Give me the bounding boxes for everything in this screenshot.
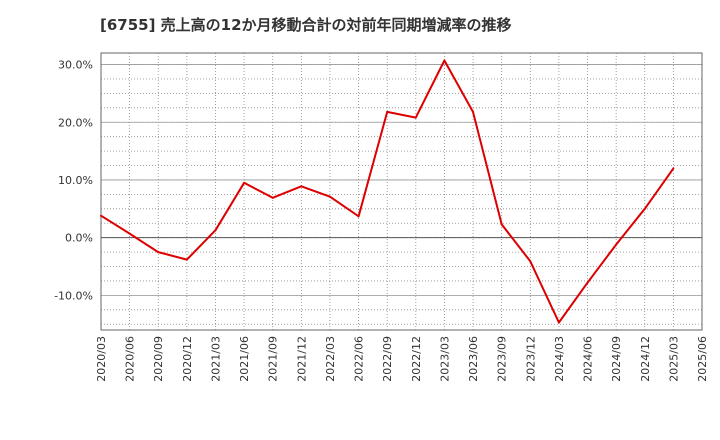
x-tick-label: 2025/06 [696,336,709,382]
data-point [185,258,188,261]
x-tick-label: 2021/03 [209,336,222,382]
y-tick-label: 20.0% [58,116,93,129]
x-tick-label: 2022/09 [381,336,394,382]
data-point [443,59,446,62]
chart-title: [6755] 売上高の12か月移動合計の対前年同期増減率の推移 [100,16,512,34]
data-point [386,110,389,113]
data-point [243,181,246,184]
y-tick-label: 10.0% [58,174,93,187]
x-tick-label: 2022/03 [324,336,337,382]
data-point [586,281,589,284]
grid [100,53,703,330]
x-tick-label: 2022/06 [353,336,366,382]
data-point [557,321,560,324]
y-tick-label: 0.0% [65,232,93,245]
y-tick-label: -10.0% [54,289,93,302]
data-point [157,251,160,254]
data-point [214,229,217,232]
plot-frame [100,52,703,331]
x-tick-label: 2020/06 [124,336,137,382]
data-point [643,207,646,210]
data-point [414,116,417,119]
x-tick-label: 2023/06 [467,336,480,382]
data-point [300,185,303,188]
data-point [357,215,360,218]
data-point [328,195,331,198]
data-point [128,232,131,235]
x-tick-label: 2023/09 [496,336,509,382]
series [100,59,675,324]
x-tick-label: 2025/03 [667,336,680,382]
x-tick-label: 2021/06 [238,336,251,382]
x-tick-label: 2023/03 [438,336,451,382]
y-tick-label: 30.0% [58,59,93,72]
tick-labels: -10.0% 0.0% 10.0% 20.0% 30.0% 2020/03 2020/06 2… [54,59,709,382]
x-tick-label: 2023/12 [524,336,537,382]
data-point [472,110,475,113]
data-point [529,260,532,263]
x-tick-label: 2022/12 [410,336,423,382]
x-tick-label: 2024/09 [610,336,623,382]
x-tick-label: 2024/06 [582,336,595,382]
data-point [615,243,618,246]
x-tick-label: 2024/12 [639,336,652,382]
data-point [500,223,503,226]
x-tick-label: 2021/12 [295,336,308,382]
axes [100,52,703,331]
x-tick-label: 2020/12 [181,336,194,382]
data-point [100,214,102,217]
data-point [271,196,274,199]
x-tick-label: 2020/09 [152,336,165,382]
x-tick-label: 2024/03 [553,336,566,382]
data-point [672,167,675,170]
x-tick-label: 2020/03 [95,336,108,382]
x-tick-label: 2021/09 [267,336,280,382]
